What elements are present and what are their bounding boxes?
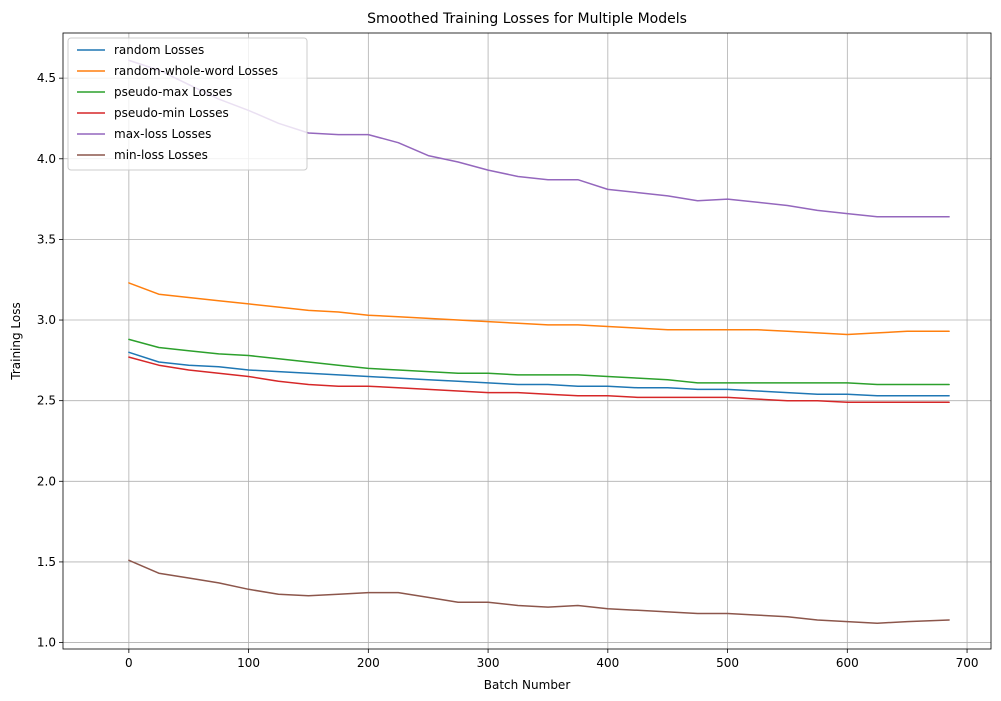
x-axis-ticks: 0 100 200 300 400 500 600 700 [125,649,978,670]
y-tick-label: 1.0 [37,636,56,650]
x-tick-label: 600 [836,656,859,670]
x-tick-label: 0 [125,656,133,670]
legend: random Losses random-whole-word Losses pse… [68,38,307,170]
y-tick-label: 4.5 [37,71,56,85]
y-tick-label: 2.0 [37,474,56,488]
chart-title: Smoothed Training Losses for Multiple Mo… [367,11,687,27]
x-tick-label: 100 [237,656,260,670]
legend-label: max-loss Losses [114,127,211,141]
series-line-1 [129,283,949,335]
legend-label: pseudo-max Losses [114,85,232,99]
y-axis-ticks: 1.0 1.5 2.0 2.5 3.0 3.5 4.0 4.5 [37,71,63,649]
y-tick-label: 4.0 [37,152,56,166]
legend-label: random Losses [114,43,204,57]
x-tick-label: 400 [596,656,619,670]
x-tick-label: 500 [716,656,739,670]
x-tick-label: 200 [357,656,380,670]
series-line-3 [129,357,949,402]
series-line-0 [129,352,949,396]
legend-label: pseudo-min Losses [114,106,229,120]
y-tick-label: 2.5 [37,394,56,408]
y-tick-label: 3.0 [37,313,56,327]
x-axis-label: Batch Number [484,678,571,692]
x-tick-label: 300 [477,656,500,670]
legend-label: min-loss Losses [114,148,208,162]
x-tick-label: 700 [956,656,979,670]
y-tick-label: 3.5 [37,232,56,246]
legend-label: random-whole-word Losses [114,64,278,78]
y-axis-label: Training Loss [9,302,23,380]
series-line-5 [129,560,949,623]
y-tick-label: 1.5 [37,555,56,569]
